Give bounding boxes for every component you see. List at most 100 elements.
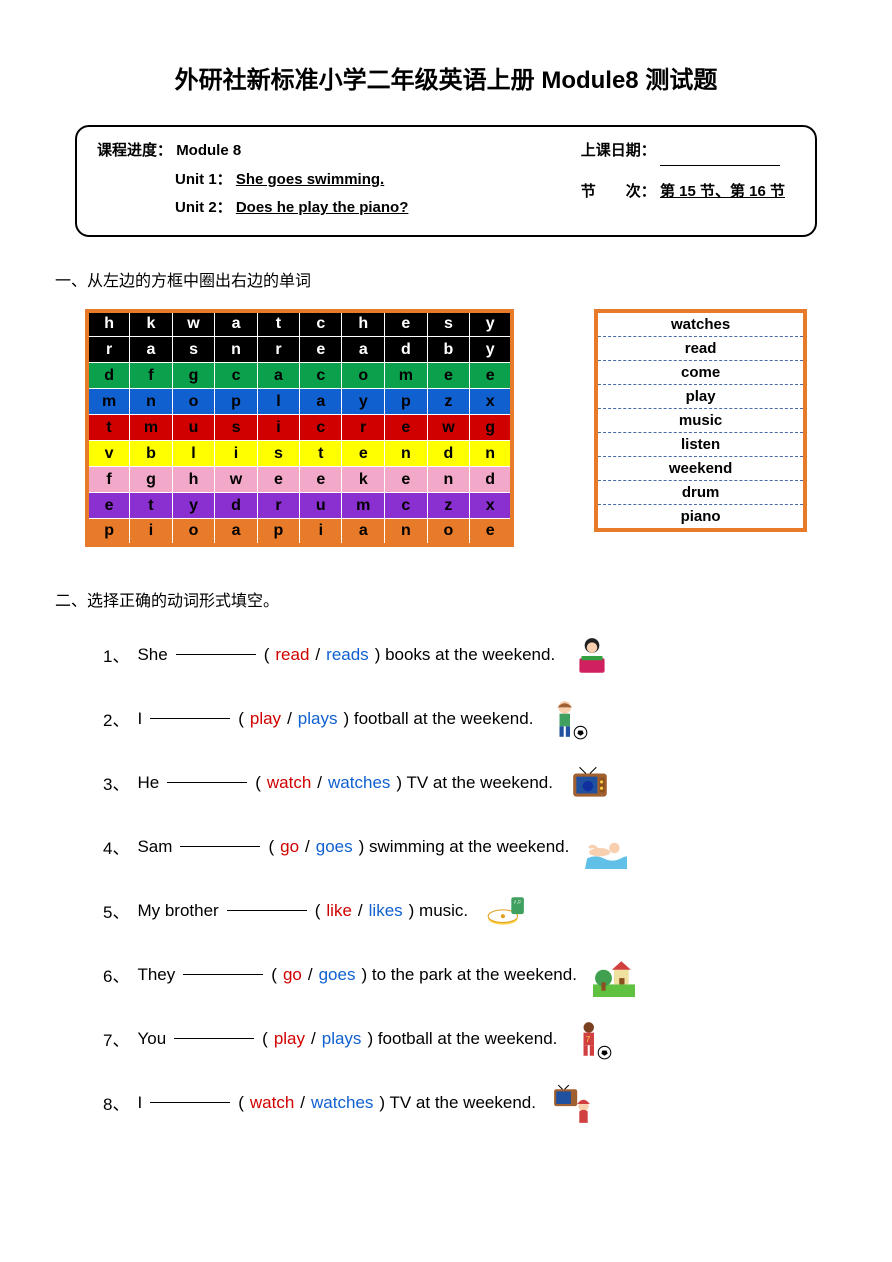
- option-a: play: [250, 709, 281, 729]
- grid-cell: c: [215, 363, 258, 389]
- paren-open: (: [255, 773, 261, 793]
- wordlist-item: read: [598, 337, 803, 361]
- grid-cell: p: [385, 389, 428, 415]
- grid-cell: z: [427, 493, 470, 519]
- option-a: read: [275, 645, 309, 665]
- grid-cell: e: [300, 337, 342, 363]
- question-number: 3、: [103, 770, 129, 795]
- grid-cell: c: [300, 311, 342, 337]
- wordlist-item: listen: [598, 433, 803, 457]
- boy-football-icon: [549, 699, 591, 739]
- grid-cell: r: [87, 337, 130, 363]
- grid-cell: e: [257, 467, 299, 493]
- grid-cell: n: [130, 389, 173, 415]
- date-label: 上课日期：: [581, 142, 656, 159]
- grid-cell: m: [87, 389, 130, 415]
- paren-open: (: [315, 901, 321, 921]
- grid-cell: i: [257, 415, 299, 441]
- grid-cell: t: [87, 415, 130, 441]
- park-icon: [593, 955, 635, 995]
- answer-blank[interactable]: [183, 974, 263, 975]
- answer-blank[interactable]: [180, 846, 260, 847]
- wordlist-item: watches: [598, 313, 803, 337]
- question-pre: I: [137, 1093, 142, 1113]
- paren-open: (: [268, 837, 274, 857]
- swimming-icon: [585, 827, 627, 867]
- option-b: goes: [319, 965, 356, 985]
- question-number: 1、: [103, 642, 129, 667]
- grid-cell: o: [172, 389, 215, 415]
- section1-heading: 一、从左边的方框中圈出右边的单词: [55, 267, 837, 291]
- date-blank[interactable]: [660, 165, 780, 166]
- grid-cell: n: [215, 337, 258, 363]
- option-a: go: [280, 837, 299, 857]
- grid-cell: o: [427, 519, 470, 545]
- grid-cell: c: [385, 493, 428, 519]
- option-sep: /: [315, 645, 320, 665]
- question-number: 8、: [103, 1090, 129, 1115]
- session-text: 第 15 节、第 16 节: [660, 183, 785, 200]
- option-a: play: [274, 1029, 305, 1049]
- answer-blank[interactable]: [150, 718, 230, 719]
- question-pre: I: [137, 709, 142, 729]
- grid-cell: x: [470, 389, 512, 415]
- question-pre: You: [137, 1029, 166, 1049]
- question-item: 3、He (watch/watches) TV at the weekend.: [85, 763, 807, 803]
- answer-blank[interactable]: [174, 1038, 254, 1039]
- section2-heading: 二、选择正确的动词形式填空。: [55, 587, 837, 611]
- option-b: goes: [316, 837, 353, 857]
- question-post: ) TV at the weekend.: [396, 773, 553, 793]
- question-post: ) football at the weekend.: [343, 709, 533, 729]
- question-pre: They: [137, 965, 175, 985]
- question-post: ) football at the weekend.: [367, 1029, 557, 1049]
- grid-cell: r: [257, 337, 299, 363]
- grid-cell: y: [342, 389, 385, 415]
- option-sep: /: [317, 773, 322, 793]
- grid-cell: u: [172, 415, 215, 441]
- grid-cell: a: [342, 337, 385, 363]
- grid-cell: n: [470, 441, 512, 467]
- grid-cell: l: [172, 441, 215, 467]
- grid-cell: b: [130, 441, 173, 467]
- grid-cell: y: [470, 311, 512, 337]
- grid-cell: v: [87, 441, 130, 467]
- paren-open: (: [271, 965, 277, 985]
- grid-cell: d: [427, 441, 470, 467]
- grid-cell: d: [470, 467, 512, 493]
- option-b: likes: [369, 901, 403, 921]
- unit2-label: Unit 2：: [175, 199, 232, 216]
- option-a: watch: [250, 1093, 294, 1113]
- grid-cell: e: [342, 441, 385, 467]
- grid-cell: k: [342, 467, 385, 493]
- question-number: 4、: [103, 834, 129, 859]
- option-a: watch: [267, 773, 311, 793]
- grid-cell: a: [342, 519, 385, 545]
- grid-cell: m: [130, 415, 173, 441]
- question-pre: She: [137, 645, 167, 665]
- grid-cell: d: [215, 493, 258, 519]
- grid-cell: n: [385, 519, 428, 545]
- answer-blank[interactable]: [150, 1102, 230, 1103]
- grid-cell: o: [172, 519, 215, 545]
- grid-cell: e: [385, 311, 428, 337]
- answer-blank[interactable]: [176, 654, 256, 655]
- question-pre: My brother: [137, 901, 218, 921]
- wordlist-item: piano: [598, 505, 803, 528]
- grid-cell: d: [87, 363, 130, 389]
- answer-blank[interactable]: [167, 782, 247, 783]
- grid-cell: p: [87, 519, 130, 545]
- grid-cell: x: [470, 493, 512, 519]
- grid-cell: t: [300, 441, 342, 467]
- paren-open: (: [262, 1029, 268, 1049]
- answer-blank[interactable]: [227, 910, 307, 911]
- option-sep: /: [308, 965, 313, 985]
- grid-cell: e: [470, 519, 512, 545]
- grid-cell: m: [385, 363, 428, 389]
- grid-cell: c: [300, 363, 342, 389]
- grid-cell: z: [427, 389, 470, 415]
- grid-cell: s: [257, 441, 299, 467]
- grid-cell: g: [470, 415, 512, 441]
- option-b: plays: [322, 1029, 362, 1049]
- grid-cell: e: [470, 363, 512, 389]
- question-item: 8、 I (watch/watches) TV at the weekend.: [85, 1083, 807, 1123]
